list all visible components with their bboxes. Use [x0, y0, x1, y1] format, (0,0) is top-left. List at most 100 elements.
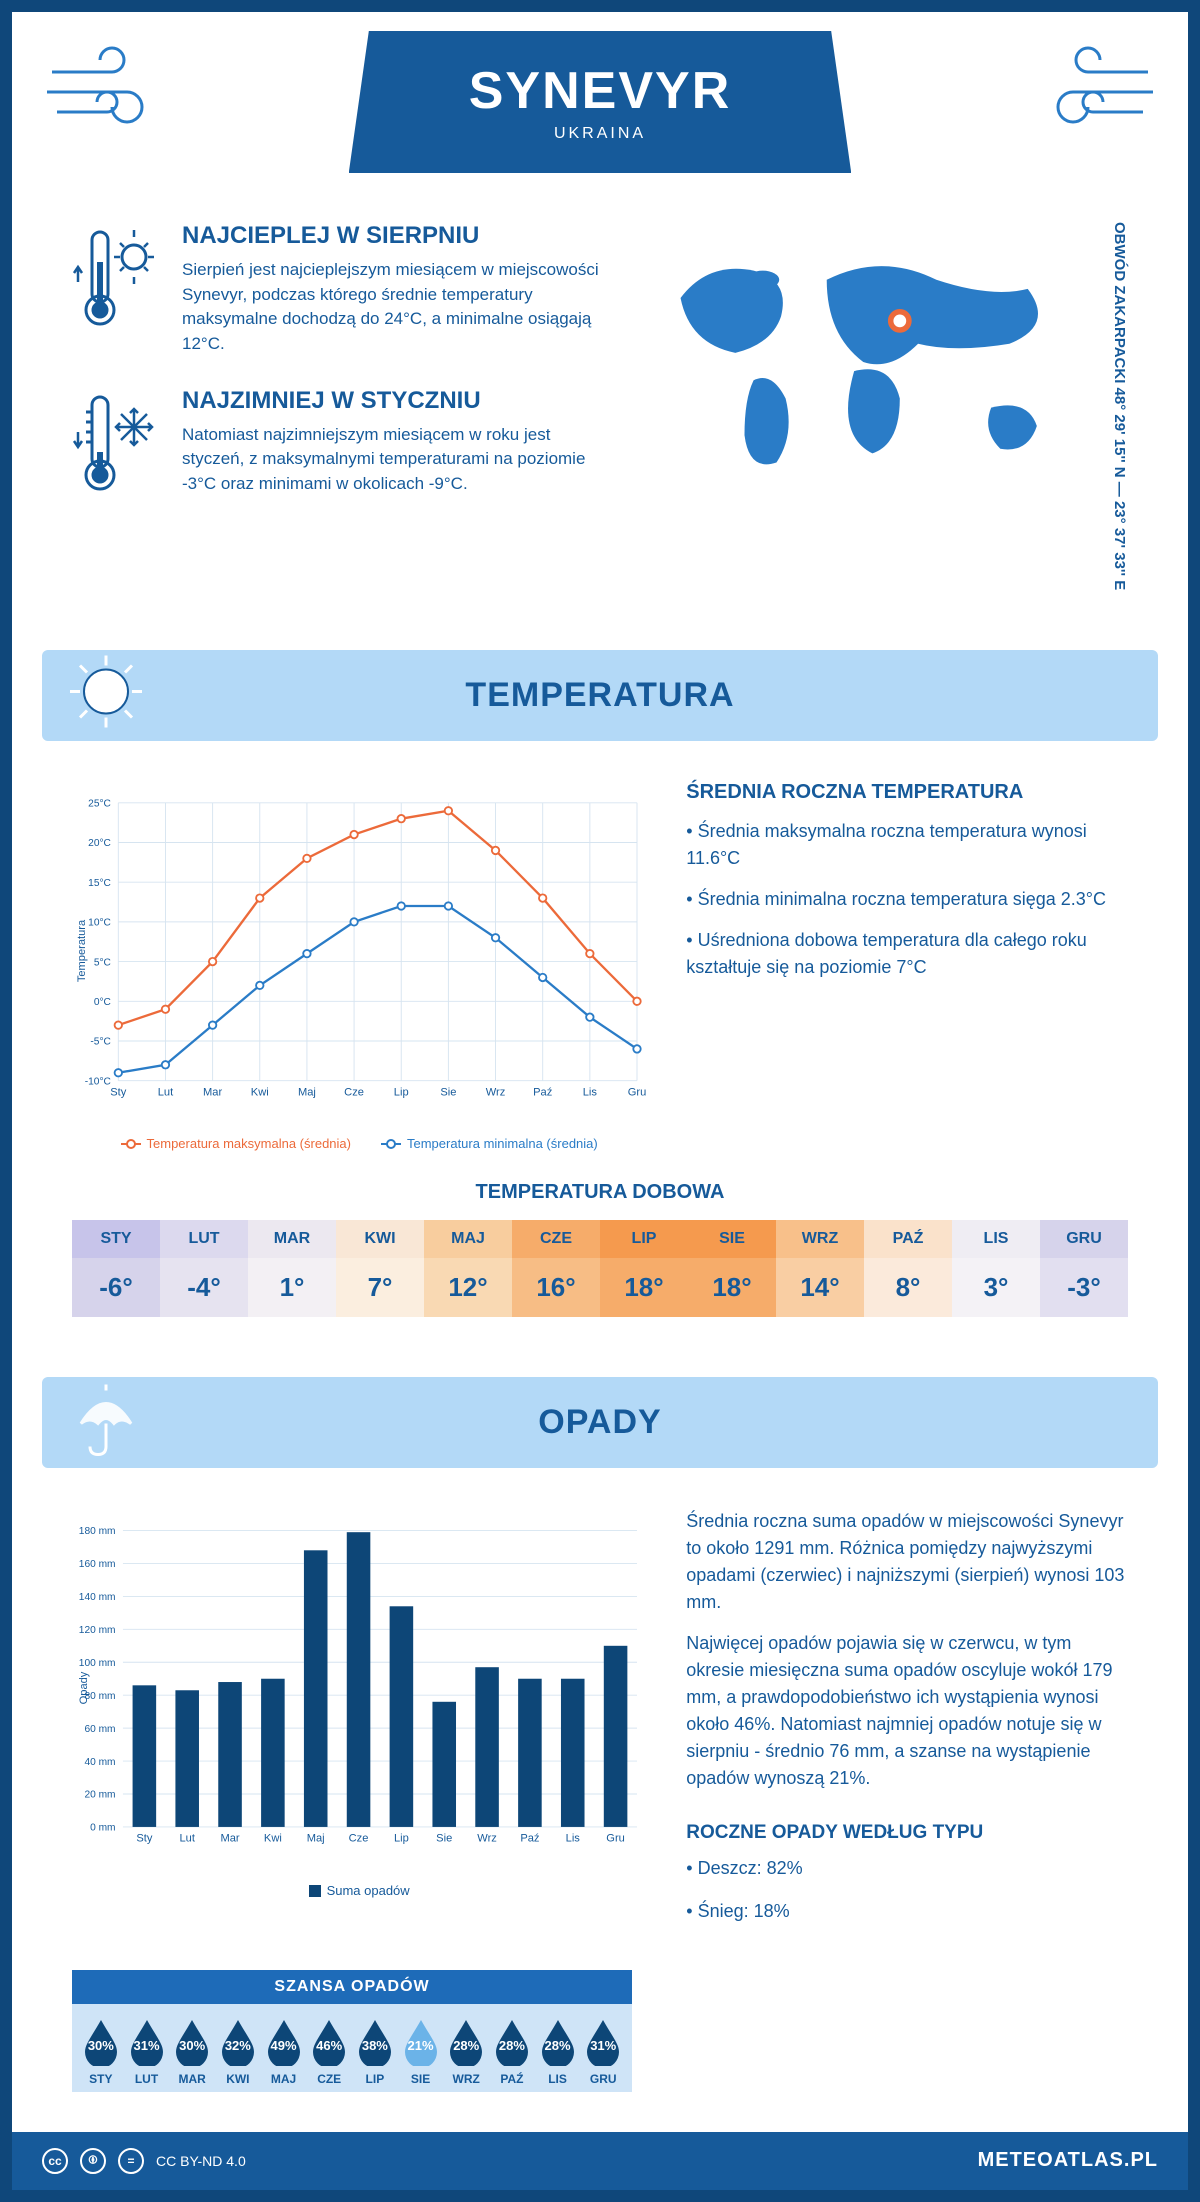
svg-text:Lis: Lis: [583, 1087, 598, 1099]
temp-cell: WRZ14°: [776, 1220, 864, 1317]
chance-cell: 31% LUT: [124, 2018, 170, 2086]
svg-text:Temperatura: Temperatura: [76, 919, 88, 982]
svg-text:Lut: Lut: [179, 1833, 194, 1845]
precip-types-title: ROCZNE OPADY WEDŁUG TYPU: [686, 1822, 1128, 1844]
svg-text:Cze: Cze: [344, 1087, 364, 1099]
svg-text:Lis: Lis: [566, 1833, 581, 1845]
chance-cell: 30% MAR: [169, 2018, 215, 2086]
precip-text-2: Najwięcej opadów pojawia się w czerwcu, …: [686, 1630, 1128, 1792]
svg-text:Sty: Sty: [110, 1087, 126, 1099]
svg-text:5°C: 5°C: [94, 958, 111, 969]
svg-text:Gru: Gru: [628, 1087, 647, 1099]
svg-text:20 mm: 20 mm: [84, 1790, 115, 1801]
chance-cell: 38% LIP: [352, 2018, 398, 2086]
umbrella-icon: [66, 1378, 146, 1467]
temp-cell: MAR1°: [248, 1220, 336, 1317]
svg-text:120 mm: 120 mm: [79, 1625, 116, 1636]
chance-cell: 28% PAŹ: [489, 2018, 535, 2086]
temp-cell: LUT-4°: [160, 1220, 248, 1317]
svg-text:Wrz: Wrz: [486, 1087, 506, 1099]
header: SYNEVYR UKRAINA: [12, 12, 1188, 192]
svg-text:Opady: Opady: [78, 1671, 90, 1704]
svg-text:Mar: Mar: [203, 1087, 222, 1099]
svg-text:0 mm: 0 mm: [90, 1823, 115, 1834]
precip-snow: • Śnieg: 18%: [686, 1897, 1128, 1926]
temp-cell: STY-6°: [72, 1220, 160, 1317]
precip-chart-legend: Suma opadów: [72, 1883, 646, 1898]
svg-text:Sie: Sie: [440, 1087, 456, 1099]
license-text: CC BY-ND 4.0: [156, 2153, 246, 2169]
sun-icon: [66, 651, 146, 740]
nd-icon: =: [118, 2148, 144, 2174]
world-map: [644, 222, 1101, 502]
intro-section: NAJCIEPLEJ W SIERPNIU Sierpień jest najc…: [12, 192, 1188, 630]
svg-text:Sie: Sie: [436, 1833, 452, 1845]
svg-text:10°C: 10°C: [88, 918, 111, 929]
chance-cell: 28% WRZ: [443, 2018, 489, 2086]
svg-text:Maj: Maj: [307, 1833, 325, 1845]
svg-text:40 mm: 40 mm: [84, 1757, 115, 1768]
temp-cell: GRU-3°: [1040, 1220, 1128, 1317]
warmest-text: Sierpień jest najcieplejszym miesiącem w…: [182, 258, 604, 357]
svg-text:Lip: Lip: [394, 1087, 409, 1099]
svg-text:60 mm: 60 mm: [84, 1724, 115, 1735]
precip-text-1: Średnia roczna suma opadów w miejscowośc…: [686, 1508, 1128, 1616]
svg-text:0°C: 0°C: [94, 997, 111, 1008]
temp-cell: CZE16°: [512, 1220, 600, 1317]
thermometer-hot-icon: [72, 222, 162, 357]
svg-text:Sty: Sty: [136, 1833, 152, 1845]
svg-text:15°C: 15°C: [88, 878, 111, 889]
location-title: SYNEVYR: [469, 61, 732, 121]
warmest-block: NAJCIEPLEJ W SIERPNIU Sierpień jest najc…: [72, 222, 604, 357]
precip-rain: • Deszcz: 82%: [686, 1854, 1128, 1883]
svg-text:25°C: 25°C: [88, 799, 111, 810]
svg-text:-10°C: -10°C: [85, 1077, 111, 1088]
footer: cc 🅯 = CC BY-ND 4.0 METEOATLAS.PL: [12, 2132, 1188, 2190]
svg-text:20°C: 20°C: [88, 838, 111, 849]
chance-title: SZANSA OPADÓW: [72, 1970, 632, 2004]
svg-text:Paź: Paź: [520, 1833, 539, 1845]
temp-fact-2: • Średnia minimalna roczna temperatura s…: [686, 886, 1128, 913]
svg-text:160 mm: 160 mm: [79, 1559, 116, 1570]
site-name: METEOATLAS.PL: [978, 2149, 1158, 2172]
coldest-block: NAJZIMNIEJ W STYCZNIU Natomiast najzimni…: [72, 387, 604, 502]
precipitation-chance-box: SZANSA OPADÓW 30% STY 31% LUT 30% MAR 32…: [72, 1970, 632, 2092]
temperature-sidebar: ŚREDNIA ROCZNA TEMPERATURA • Średnia mak…: [686, 781, 1128, 1151]
temp-cell: KWI7°: [336, 1220, 424, 1317]
coordinates: OBWÓD ZAKARPACKI 48° 29' 15'' N — 23° 37…: [1111, 222, 1128, 590]
by-icon: 🅯: [80, 2148, 106, 2174]
chance-cell: 49% MAJ: [261, 2018, 307, 2086]
svg-text:Lip: Lip: [394, 1833, 409, 1845]
svg-text:Mar: Mar: [220, 1833, 239, 1845]
precipitation-bar-chart: 0 mm20 mm40 mm60 mm80 mm100 mm120 mm140 …: [72, 1508, 646, 1868]
temp-cell: SIE18°: [688, 1220, 776, 1317]
temp-sidebar-title: ŚREDNIA ROCZNA TEMPERATURA: [686, 781, 1128, 804]
country-subtitle: UKRAINA: [469, 125, 732, 143]
coldest-text: Natomiast najzimniejszym miesiącem w rok…: [182, 423, 604, 497]
precip-types: ROCZNE OPADY WEDŁUG TYPU • Deszcz: 82% •…: [686, 1822, 1128, 1926]
cc-icon: cc: [42, 2148, 68, 2174]
temp-cell: PAŹ8°: [864, 1220, 952, 1317]
svg-text:Maj: Maj: [298, 1087, 316, 1099]
temperature-line-chart: -10°C-5°C0°C5°C10°C15°C20°C25°CStyLutMar…: [72, 781, 646, 1121]
precipitation-section-header: OPADY: [42, 1377, 1158, 1468]
svg-text:180 mm: 180 mm: [79, 1526, 116, 1537]
svg-text:Kwi: Kwi: [264, 1833, 282, 1845]
chance-cell: 21% SIE: [398, 2018, 444, 2086]
legend-min: Temperatura minimalna (średnia): [407, 1136, 598, 1151]
svg-text:100 mm: 100 mm: [79, 1658, 116, 1669]
chance-cell: 30% STY: [78, 2018, 124, 2086]
chance-cell: 28% LIS: [535, 2018, 581, 2086]
title-banner: SYNEVYR UKRAINA: [349, 31, 852, 173]
thermometer-cold-icon: [72, 387, 162, 502]
daily-temperature-table: TEMPERATURA DOBOWA STY-6°LUT-4°MAR1°KWI7…: [12, 1181, 1188, 1357]
svg-text:140 mm: 140 mm: [79, 1592, 116, 1603]
wind-icon-left: [42, 42, 172, 147]
svg-text:Lut: Lut: [158, 1087, 173, 1099]
chance-cell: 32% KWI: [215, 2018, 261, 2086]
legend-max: Temperatura maksymalna (średnia): [147, 1136, 351, 1151]
temp-chart-legend: Temperatura maksymalna (średnia) Tempera…: [72, 1136, 646, 1151]
chance-cell: 31% GRU: [580, 2018, 626, 2086]
temp-fact-1: • Średnia maksymalna roczna temperatura …: [686, 818, 1128, 872]
temperature-heading: TEMPERATURA: [465, 676, 734, 714]
